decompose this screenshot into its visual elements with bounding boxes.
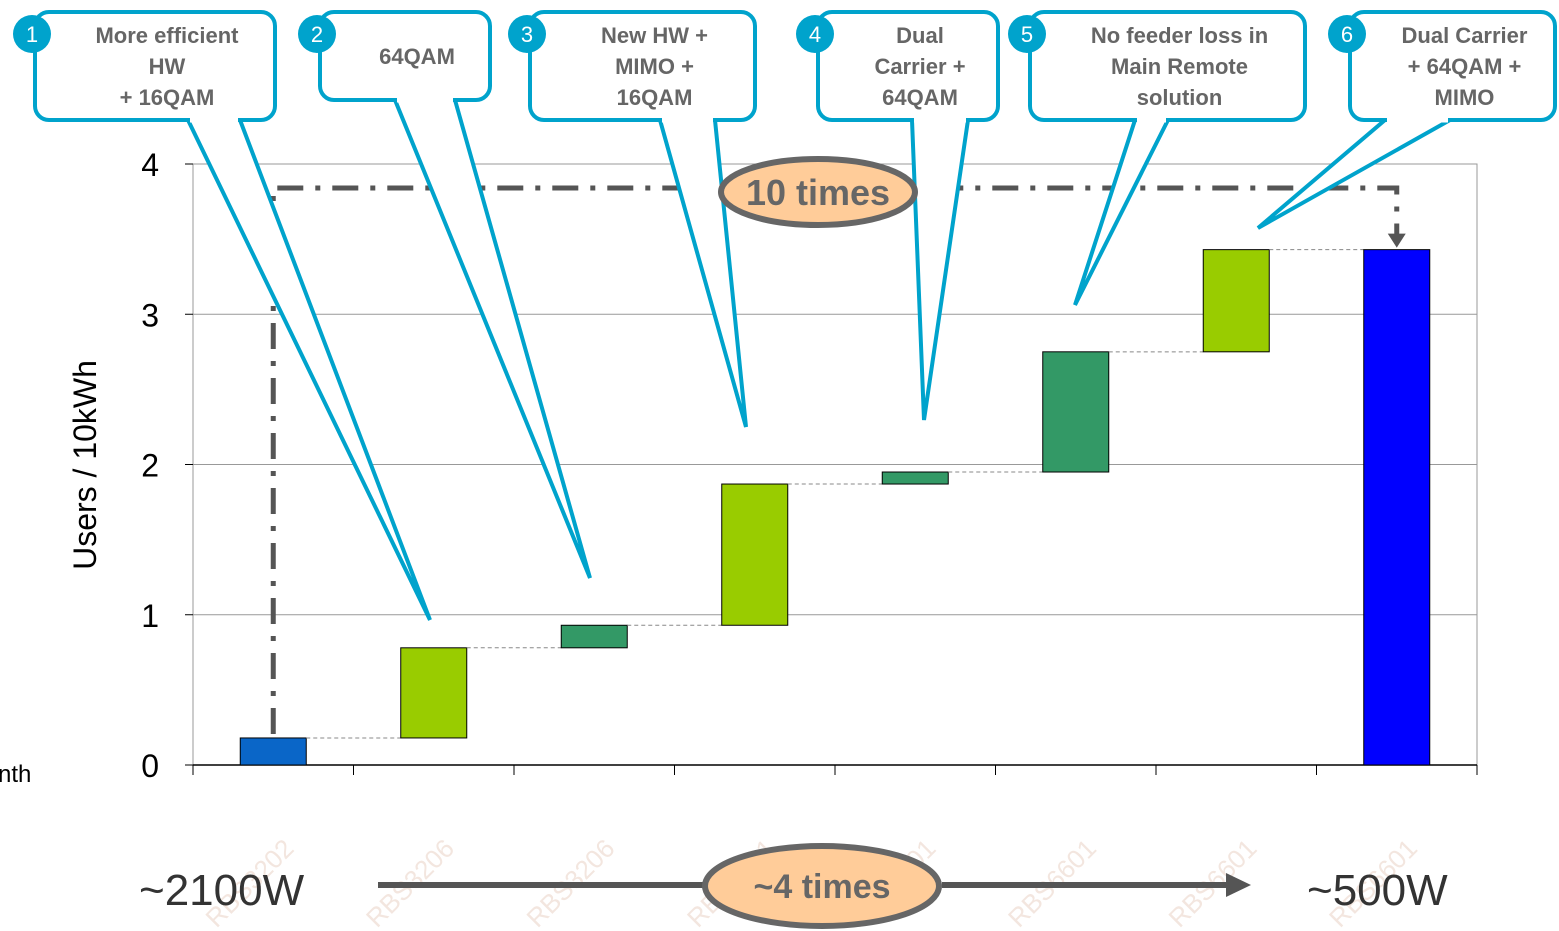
callout-number: 2 — [311, 22, 323, 47]
callout-number-badge — [298, 15, 336, 53]
callout-number-badge — [796, 15, 834, 53]
y-tick-label: 2 — [141, 448, 159, 484]
callout-6: Dual Carrier + 64QAM + MIMO 6 — [1256, 10, 1557, 230]
callout-1: More efficient HW + 16QAM 1 — [13, 10, 432, 621]
callout-text-line: Dual Carrier — [1402, 23, 1528, 48]
callout-pointer — [184, 118, 432, 621]
callout-text-line: Carrier + — [874, 54, 965, 79]
callout-box — [816, 10, 1000, 122]
callout-text-line: More efficient — [95, 23, 239, 48]
callout-text-line: 16QAM — [617, 85, 693, 110]
callout-text-line: New HW + — [601, 23, 708, 48]
y-tick-label: 0 — [141, 748, 159, 784]
callout-text-line: MIMO — [1435, 85, 1495, 110]
callout-pointer — [657, 118, 748, 428]
callout-number-badge — [13, 15, 51, 53]
callout-text-line: solution — [1137, 85, 1223, 110]
y-tick-label: 4 — [141, 147, 159, 183]
callout-number-badge — [1008, 15, 1046, 53]
callout-pointer — [909, 118, 971, 421]
callout-text-line: 64QAM — [882, 85, 958, 110]
callout-box — [1348, 10, 1557, 122]
callout-box — [33, 10, 277, 122]
power-left-label: ~2100W — [139, 866, 305, 915]
four-times-label: ~4 times — [753, 868, 890, 906]
bars-layer — [239, 249, 1431, 766]
callout-text-line: 64QAM — [379, 44, 455, 69]
bar-5 — [881, 471, 949, 485]
callout-number: 1 — [26, 22, 38, 47]
bar-8 — [1363, 249, 1431, 766]
callout-2: 64QAM 2 — [298, 10, 592, 579]
callout-text-line: HW — [149, 54, 186, 79]
bar-3 — [560, 624, 628, 649]
bracket-arrowhead — [1387, 233, 1406, 248]
callout-box — [528, 10, 757, 122]
y-axis-label: Users / 10kWh — [67, 360, 103, 570]
bar-4 — [721, 483, 789, 626]
y-tick-label: 1 — [141, 598, 159, 634]
callout-text-line: No feeder loss in — [1091, 23, 1268, 48]
y-tick-label: 3 — [141, 297, 159, 333]
four-times-oval — [702, 843, 942, 929]
callout-4: Dual Carrier + 64QAM 4 — [796, 10, 1000, 421]
bar-1 — [239, 737, 307, 766]
ten-times-oval — [718, 156, 918, 228]
callout-pointer — [1073, 118, 1172, 306]
callout-text-line: + 64QAM + — [1408, 54, 1522, 79]
callout-3: New HW + MIMO + 16QAM 3 — [508, 10, 757, 428]
grid-layer: 0 1 2 3 4 — [141, 147, 1478, 784]
callout-number: 5 — [1021, 22, 1033, 47]
callout-text-line: Main Remote — [1111, 54, 1248, 79]
callout-pointer — [392, 98, 592, 579]
bar-6 — [1042, 351, 1110, 473]
left-fragment-text: nth — [0, 761, 31, 788]
callout-text-line: Dual — [896, 23, 944, 48]
bar-7 — [1202, 249, 1270, 353]
callout-number-badge — [508, 15, 546, 53]
callout-number-badge — [1328, 15, 1366, 53]
power-arrowhead — [1226, 873, 1251, 897]
bar-2 — [400, 647, 468, 739]
callout-box — [1028, 10, 1307, 122]
power-right-label: ~500W — [1307, 866, 1448, 915]
callout-number: 3 — [521, 22, 533, 47]
callout-5: No feeder loss in Main Remote solution 5 — [1008, 10, 1307, 306]
callout-pointer — [1256, 118, 1458, 230]
ten-times-label: 10 times — [746, 172, 890, 213]
callout-number: 4 — [809, 22, 821, 47]
callouts-layer: More efficient HW + 16QAM 1 64QAM 2 New HW + MI… — [13, 10, 1557, 621]
callout-text-line: MIMO + — [615, 54, 694, 79]
callout-number: 6 — [1341, 22, 1353, 47]
callout-text-line: + 16QAM — [120, 85, 215, 110]
